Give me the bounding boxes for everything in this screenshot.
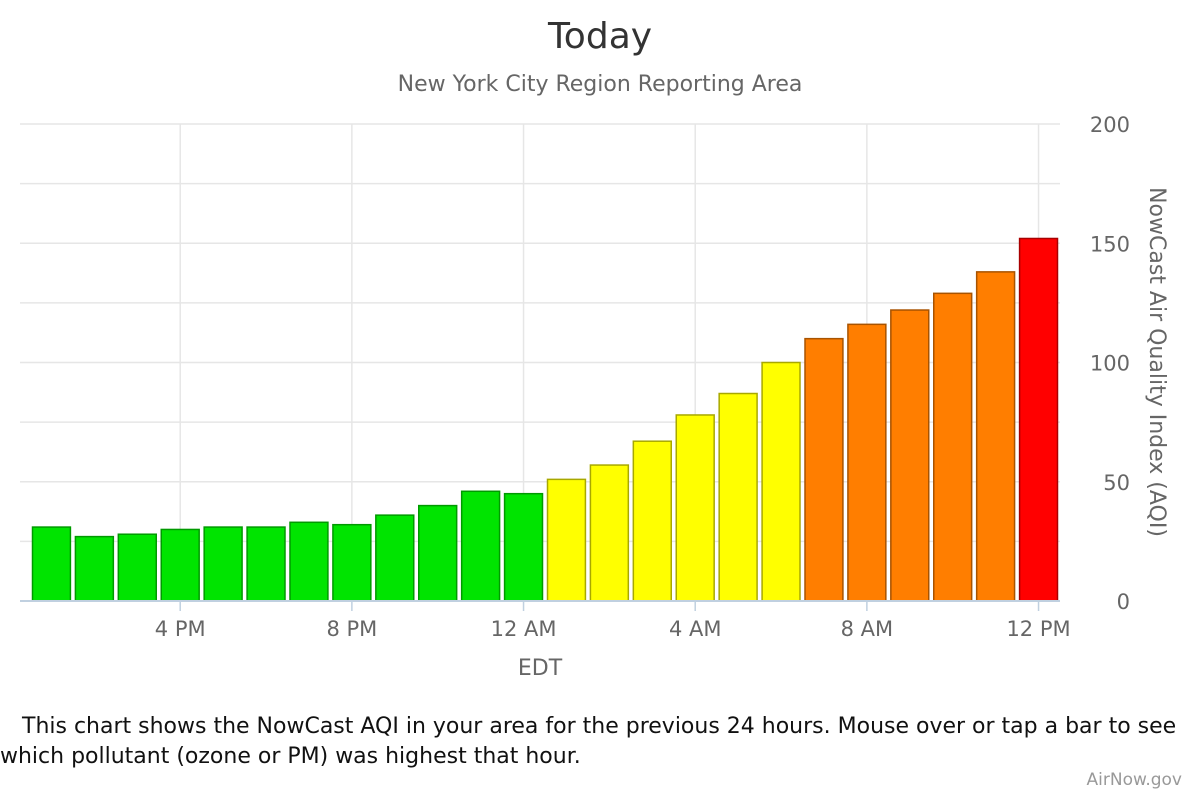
aqi-bar[interactable] [74, 535, 115, 602]
x-tick-label: 12 AM [491, 617, 557, 641]
aqi-bar[interactable] [933, 292, 973, 602]
x-tick-label: 8 AM [841, 617, 894, 641]
y-tick-label: 50 [1103, 471, 1130, 495]
aqi-bar[interactable] [632, 440, 672, 602]
aqi-bar[interactable] [203, 526, 243, 602]
x-tick-label: 4 AM [669, 617, 722, 641]
aqi-bar[interactable] [675, 414, 715, 602]
x-axis-label: EDT [518, 656, 563, 681]
y-tick-label: 150 [1090, 232, 1130, 256]
y-tick-label: 0 [1117, 590, 1130, 614]
aqi-bar[interactable] [246, 526, 286, 602]
bars [31, 237, 1059, 602]
x-tick-label: 12 PM [1006, 617, 1070, 641]
x-tick-label: 4 PM [155, 617, 206, 641]
chart-title: Today [547, 16, 652, 57]
aqi-bar[interactable] [418, 504, 458, 602]
aqi-bar[interactable] [117, 533, 158, 602]
aqi-bar[interactable] [847, 323, 887, 602]
aqi-bar[interactable] [1018, 237, 1059, 602]
aqi-bar[interactable] [332, 523, 372, 602]
source-credit: AirNow.gov [1086, 770, 1182, 790]
aqi-bar[interactable] [546, 478, 587, 602]
chart-description: This chart shows the NowCast AQI in your… [0, 714, 1177, 769]
y-tick-label: 100 [1090, 352, 1130, 376]
x-tick-label: 8 PM [326, 617, 377, 641]
aqi-bar-chart: Today New York City Region Reporting Are… [20, 16, 1169, 681]
aqi-bar[interactable] [975, 271, 1016, 602]
y-tick-label: 200 [1090, 113, 1130, 137]
aqi-bar[interactable] [761, 361, 801, 602]
chart-subtitle: New York City Region Reporting Area [398, 72, 803, 97]
aqi-bar[interactable] [890, 309, 930, 602]
aqi-bar[interactable] [31, 526, 72, 602]
aqi-bar[interactable] [460, 490, 501, 602]
aqi-bar[interactable] [375, 514, 415, 602]
aqi-bar[interactable] [289, 521, 329, 602]
aqi-bar[interactable] [160, 528, 200, 602]
aqi-bar[interactable] [589, 464, 630, 602]
aqi-bar[interactable] [503, 492, 544, 602]
axes: 4 PM 8 PM 12 AM 4 AM 8 AM 12 PM 0 50 100 150 200 [20, 113, 1130, 641]
aqi-bar[interactable] [804, 337, 844, 602]
y-axis-label: NowCast Air Quality Index (AQI) [1144, 187, 1169, 537]
aqi-bar[interactable] [718, 392, 758, 602]
